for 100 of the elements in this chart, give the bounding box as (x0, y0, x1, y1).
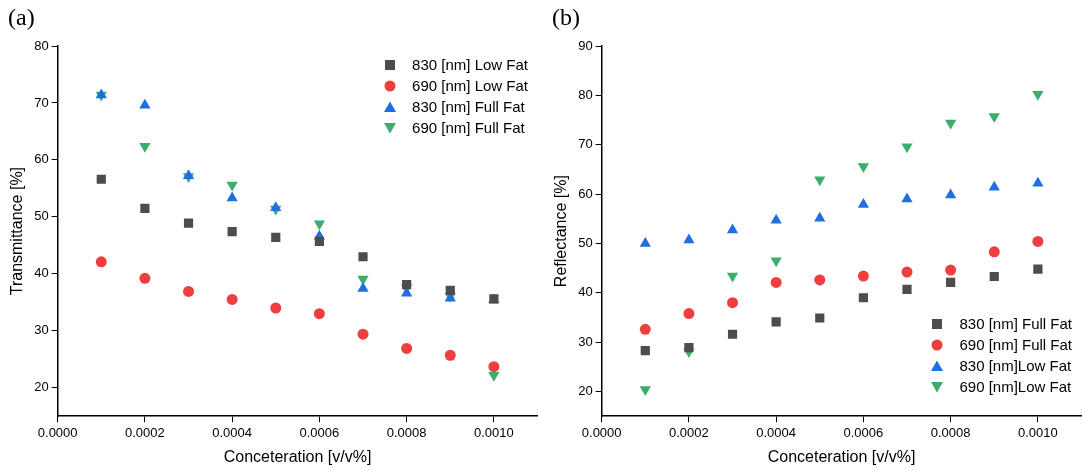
point (988, 113, 1000, 124)
legend-label: 690 [nm] Full Fat (412, 118, 525, 138)
point (401, 342, 413, 354)
point (140, 203, 150, 213)
point (770, 276, 782, 288)
legend-label: 830 [nm]Low Fat (959, 356, 1072, 376)
point (96, 174, 106, 184)
y-tick-label: 40 (34, 265, 49, 281)
point (726, 223, 739, 234)
legend-label: 690 [nm] Full Fat (959, 335, 1072, 355)
y-tick-label: 70 (578, 136, 593, 152)
point (313, 220, 326, 231)
point (770, 257, 782, 268)
y-tick-label: 40 (578, 284, 593, 300)
y-tick-label: 90 (578, 37, 593, 53)
point (313, 308, 325, 320)
point (139, 142, 151, 153)
y-tick-label: 80 (34, 37, 49, 53)
point (814, 274, 826, 286)
y-axis-title: Transmittance [%] (8, 166, 26, 296)
point (445, 285, 455, 295)
y-tick-label: 20 (578, 383, 593, 399)
y-tick-label: 60 (34, 151, 49, 167)
point (901, 266, 913, 278)
point (226, 191, 238, 202)
point (1033, 264, 1043, 274)
point (814, 176, 826, 187)
y-tick-label: 30 (34, 322, 49, 338)
point (989, 271, 999, 282)
x-tick-label: 0.0010 (474, 424, 514, 440)
point (227, 227, 237, 237)
point (357, 282, 369, 292)
point (683, 233, 695, 244)
point (857, 197, 870, 208)
point (771, 317, 781, 327)
y-tick-label: 60 (578, 185, 593, 201)
x-tick-label: 0.0004 (212, 424, 253, 440)
point (139, 272, 151, 284)
legend-label: 830 [nm] Low Fat (412, 55, 528, 75)
x-axis-title: Conceteration [v/v%] (767, 447, 916, 465)
x-axis-title: Conceteration [v/v%] (223, 447, 372, 465)
chart-title: (b) (552, 4, 580, 31)
point (901, 192, 913, 203)
point (945, 264, 957, 276)
point (814, 211, 826, 222)
y-tick-label: 80 (578, 86, 593, 102)
point (1032, 91, 1044, 101)
point (640, 345, 650, 356)
point (726, 272, 739, 283)
point (683, 308, 695, 320)
x-tick-label: 0.0000 (581, 424, 622, 440)
y-tick-label: 70 (34, 94, 49, 110)
point (357, 328, 369, 340)
point (270, 302, 282, 314)
point (402, 280, 412, 290)
point (226, 293, 238, 305)
point (639, 236, 651, 247)
point (946, 277, 956, 288)
point (945, 119, 957, 130)
point (183, 218, 194, 228)
point (727, 329, 738, 339)
point (358, 252, 368, 262)
point (901, 143, 913, 154)
y-tick-label: 50 (578, 235, 593, 251)
point (444, 349, 456, 361)
point (639, 323, 651, 335)
point (858, 293, 868, 303)
point (988, 180, 1000, 191)
y-axis-title: Reflectance [%] (552, 175, 570, 288)
point (945, 188, 957, 199)
point (182, 169, 195, 180)
point (857, 270, 869, 282)
y-tick-label: 30 (578, 333, 593, 349)
point (488, 371, 500, 382)
x-tick-label: 0.0004 (756, 424, 797, 440)
point (988, 246, 1000, 258)
legend-label: 830 [nm] Full Fat (412, 97, 525, 117)
y-tick-label: 20 (34, 379, 49, 395)
point (226, 181, 238, 192)
legend-label: 690 [nm] Low Fat (412, 76, 528, 96)
point (684, 342, 694, 353)
chart-title: (a) (8, 4, 35, 31)
point (815, 313, 825, 323)
point (1032, 235, 1044, 247)
x-tick-label: 0.0008 (930, 424, 971, 440)
x-tick-label: 0.0002 (669, 424, 709, 440)
x-tick-label: 0.0000 (37, 424, 78, 440)
y-tick-label: 50 (34, 208, 49, 224)
point (95, 256, 107, 268)
x-tick-label: 0.0002 (125, 424, 165, 440)
point (857, 163, 870, 173)
point (488, 361, 500, 373)
legend-label: 690 [nm]Low Fat (959, 377, 1072, 397)
point (271, 232, 281, 242)
legend-label: 830 [nm] Full Fat (959, 314, 1072, 334)
point (183, 285, 195, 297)
point (727, 297, 739, 309)
x-tick-label: 0.0006 (843, 424, 884, 440)
x-tick-label: 0.0008 (386, 424, 427, 440)
x-tick-label: 0.0010 (1018, 424, 1058, 440)
